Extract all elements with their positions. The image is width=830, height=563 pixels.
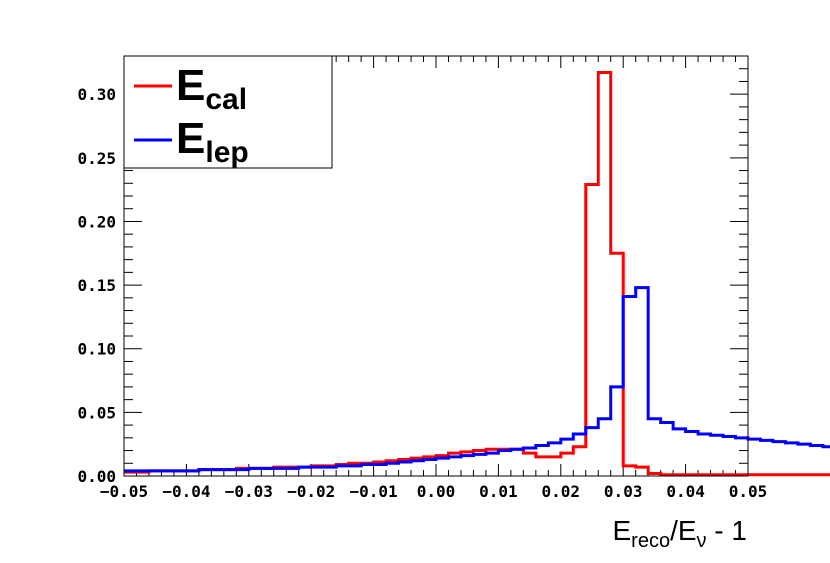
y-tick-label: 0.15 [77, 276, 116, 295]
x-tick-label: −0.02 [287, 482, 335, 501]
x-axis-title-base: E [612, 515, 631, 546]
legend-label-elep-main: E [176, 114, 205, 163]
legend-label-elep: Elep [176, 114, 249, 169]
x-tick-label: 0.01 [479, 482, 518, 501]
x-tick-label: 0.05 [729, 482, 768, 501]
x-tick-label: 0.00 [417, 482, 456, 501]
y-tick-label: 0.00 [77, 467, 116, 486]
legend-label-ecal-sub: cal [205, 83, 247, 116]
y-tick-labels: 0.00 0.05 0.10 0.15 0.20 0.25 0.30 [77, 85, 116, 486]
x-tick-label: 0.02 [542, 482, 581, 501]
legend-label-elep-sub: lep [205, 136, 248, 169]
series-layer [124, 71, 830, 477]
y-tick-label: 0.30 [77, 85, 116, 104]
series-e-lep [124, 286, 830, 473]
legend: Ecal Elep [123, 55, 333, 169]
x-axis-title-sub2: ν [697, 530, 707, 552]
y-tick-label: 0.20 [77, 212, 116, 231]
x-tick-label: −0.05 [100, 482, 148, 501]
x-tick-labels: −0.05 −0.04 −0.03 −0.02 −0.01 0.00 0.01 0.02 0.0… [100, 482, 767, 501]
x-axis-title-mid: /E [670, 515, 696, 546]
legend-label-ecal: Ecal [176, 61, 247, 116]
x-tick-label: 0.04 [666, 482, 705, 501]
x-tick-label: 0.03 [604, 482, 643, 501]
y-tick-label: 0.25 [77, 149, 116, 168]
y-tick-label: 0.10 [77, 340, 116, 359]
y-tick-label: 0.05 [77, 403, 116, 422]
x-axis-title: Ereco/Eν - 1 [612, 515, 747, 552]
plot-frame [123, 55, 749, 477]
x-tick-label: −0.04 [162, 482, 210, 501]
x-axis-title-suffix: - 1 [707, 515, 747, 546]
x-tick-label: −0.01 [350, 482, 398, 501]
legend-box [123, 55, 333, 169]
x-tick-label: −0.03 [225, 482, 273, 501]
legend-label-ecal-main: E [176, 61, 205, 110]
x-axis-title-sub1: reco [631, 530, 670, 552]
